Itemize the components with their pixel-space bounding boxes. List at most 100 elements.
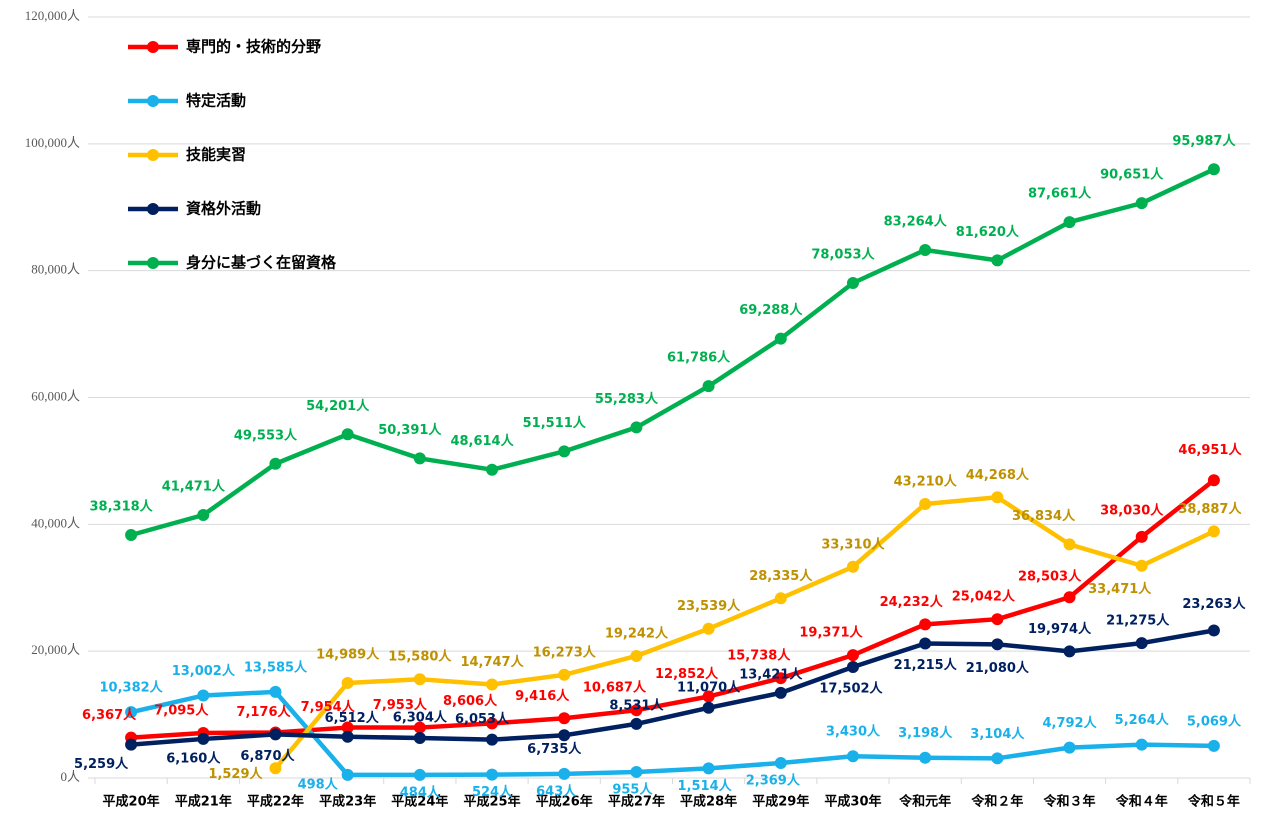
series-line [130, 167, 1215, 538]
data-label: 5,069人 [1187, 713, 1242, 729]
marker [846, 750, 859, 763]
data-label: 6,304人 [393, 710, 448, 726]
x-tick-label: 平成28年 [680, 794, 737, 810]
data-label: 61,786人 [667, 350, 731, 366]
marker [1207, 474, 1220, 487]
data-label: 12,852人 [655, 666, 719, 682]
data-label: 9,416人 [515, 688, 570, 704]
data-label: 1,529人 [208, 766, 263, 782]
marker [1063, 538, 1076, 551]
marker [413, 732, 426, 745]
data-label: 4,792人 [1042, 715, 1097, 731]
data-label: 11,070人 [677, 679, 741, 695]
marker [702, 380, 715, 393]
marker [1207, 739, 1220, 752]
y-tick-label: 0人 [60, 769, 80, 784]
legend-label: 特定活動 [186, 92, 246, 110]
marker [413, 673, 426, 686]
marker [774, 672, 787, 685]
marker [486, 463, 499, 476]
x-tick-label: 平成29年 [752, 794, 809, 810]
legend-marker [147, 149, 159, 161]
marker [558, 767, 571, 780]
data-label: 1,514人 [678, 778, 733, 794]
data-label: 51,511人 [523, 415, 587, 431]
data-label: 6,512人 [325, 710, 380, 726]
series-line [273, 495, 1215, 770]
data-label: 36,834人 [1012, 508, 1076, 524]
data-label: 78,053人 [811, 247, 875, 263]
data-label: 38,887人 [1178, 501, 1242, 517]
data-label: 524人 [472, 784, 513, 800]
legend-label: 技能実習 [186, 146, 246, 164]
data-label: 643人 [536, 783, 577, 799]
data-label: 46,951人 [1178, 442, 1242, 458]
data-label: 15,738人 [727, 648, 791, 664]
marker [413, 768, 426, 781]
marker [919, 243, 932, 256]
marker [630, 704, 643, 717]
data-label: 48,614人 [450, 433, 514, 449]
data-label: 69,288人 [739, 302, 803, 318]
marker [197, 689, 210, 702]
data-label: 6,053人 [455, 711, 510, 727]
marker [197, 509, 210, 522]
y-tick-label: 100,000人 [25, 135, 80, 150]
marker [341, 721, 354, 734]
data-label: 13,585人 [244, 659, 308, 675]
marker [630, 421, 643, 434]
marker [919, 751, 932, 764]
marker [269, 762, 282, 775]
marker [558, 668, 571, 681]
data-label: 38,318人 [90, 499, 154, 515]
marker [486, 768, 499, 781]
x-tick-label: 令和４年 [1116, 794, 1168, 810]
marker [702, 690, 715, 703]
y-tick-label: 80,000人 [31, 262, 80, 277]
marker [1135, 637, 1148, 650]
marker [1063, 741, 1076, 754]
data-label: 21,275人 [1106, 613, 1170, 629]
marker [125, 529, 138, 541]
marker [702, 762, 715, 775]
legend-marker [147, 95, 159, 107]
marker [197, 732, 210, 745]
marker [702, 701, 715, 714]
data-label: 25,042人 [952, 589, 1016, 605]
marker [558, 729, 571, 742]
data-label: 10,382人 [100, 680, 164, 696]
marker [558, 712, 571, 725]
data-label: 44,268人 [966, 467, 1030, 483]
data-label: 8,531人 [609, 697, 664, 713]
x-tick-label: 平成22年 [247, 794, 304, 810]
data-label: 14,989人 [316, 646, 380, 662]
data-label: 38,030人 [1100, 502, 1164, 518]
data-label: 6,870人 [240, 748, 295, 764]
data-label: 33,310人 [821, 536, 885, 552]
marker [486, 733, 499, 746]
marker [846, 560, 859, 573]
marker [269, 457, 282, 470]
legend-marker [147, 257, 159, 269]
data-label: 24,232人 [880, 594, 944, 610]
data-label: 33,471人 [1088, 581, 1152, 597]
data-label: 8,606人 [443, 693, 498, 709]
marker [991, 254, 1004, 267]
data-label: 2,369人 [746, 772, 801, 788]
data-label: 7,176人 [236, 704, 291, 720]
data-label: 484人 [400, 784, 441, 800]
legend-label: 身分に基づく在留資格 [186, 254, 337, 272]
x-tick-label: 平成27年 [608, 794, 665, 810]
data-label: 49,553人 [234, 427, 298, 443]
data-label: 21,215人 [894, 657, 958, 673]
data-label: 28,503人 [1018, 569, 1082, 585]
marker [125, 706, 138, 719]
data-label: 23,263人 [1182, 596, 1246, 612]
series [269, 491, 1220, 775]
marker [1135, 197, 1148, 210]
marker [1135, 530, 1148, 543]
data-label: 17,502人 [819, 681, 883, 697]
marker [341, 676, 354, 689]
y-tick-label: 40,000人 [31, 515, 80, 530]
